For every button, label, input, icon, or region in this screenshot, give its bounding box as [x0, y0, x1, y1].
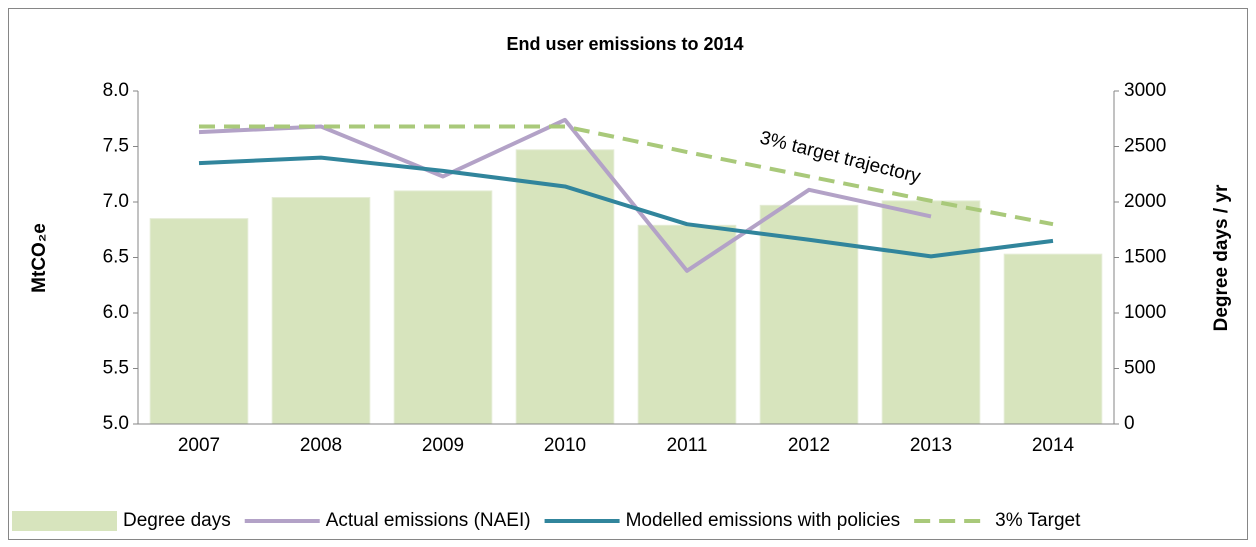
x-tick-label: 2010 — [544, 435, 586, 456]
y2-tick-label: 1000 — [1124, 302, 1166, 323]
line-series — [198, 155, 1054, 259]
bar — [1003, 253, 1103, 425]
legend-label: Actual emissions (NAEI) — [326, 510, 531, 531]
bar — [881, 200, 981, 425]
y2-tick-label: 2000 — [1124, 191, 1166, 212]
x-tick-label: 2011 — [667, 435, 708, 456]
chart-title: End user emissions to 2014 — [506, 34, 743, 54]
x-tick-label: 2014 — [1032, 435, 1075, 456]
y-axis-label: MtCO₂e — [29, 223, 50, 293]
x-tick-label: 2013 — [910, 435, 952, 456]
legend-swatch — [12, 511, 117, 531]
legend-label: 3% Target — [995, 510, 1081, 531]
y-tick-label: 6.0 — [103, 302, 129, 323]
y2-tick-label: 2500 — [1124, 136, 1166, 157]
legend-label: Modelled emissions with policies — [626, 510, 901, 531]
x-tick-label: 2012 — [788, 435, 830, 456]
y-tick-label: 5.5 — [103, 358, 129, 379]
y-tick-label: 5.0 — [103, 413, 129, 434]
y2-tick-label: 0 — [1124, 413, 1135, 434]
x-tick-label: 2009 — [422, 435, 464, 456]
bar — [759, 204, 859, 425]
y2-tick-label: 500 — [1124, 358, 1156, 379]
y2-axis-label: Degree days / yr — [1211, 184, 1232, 331]
y-tick-label: 8.0 — [103, 80, 129, 101]
bar — [637, 224, 737, 425]
bar — [149, 218, 249, 425]
x-tick-label: 2008 — [300, 435, 342, 456]
x-tick-label: 2007 — [178, 435, 220, 456]
line-series — [199, 124, 1054, 227]
y-tick-label: 6.5 — [103, 247, 129, 268]
y2-tick-label: 3000 — [1124, 80, 1166, 101]
bar — [271, 197, 371, 425]
bar — [393, 190, 493, 425]
legend-label: Degree days — [123, 510, 231, 531]
bar — [515, 149, 615, 425]
y-tick-label: 7.0 — [103, 191, 129, 212]
y2-tick-label: 1500 — [1124, 247, 1166, 268]
line-series — [198, 117, 932, 273]
y-tick-label: 7.5 — [103, 136, 129, 157]
